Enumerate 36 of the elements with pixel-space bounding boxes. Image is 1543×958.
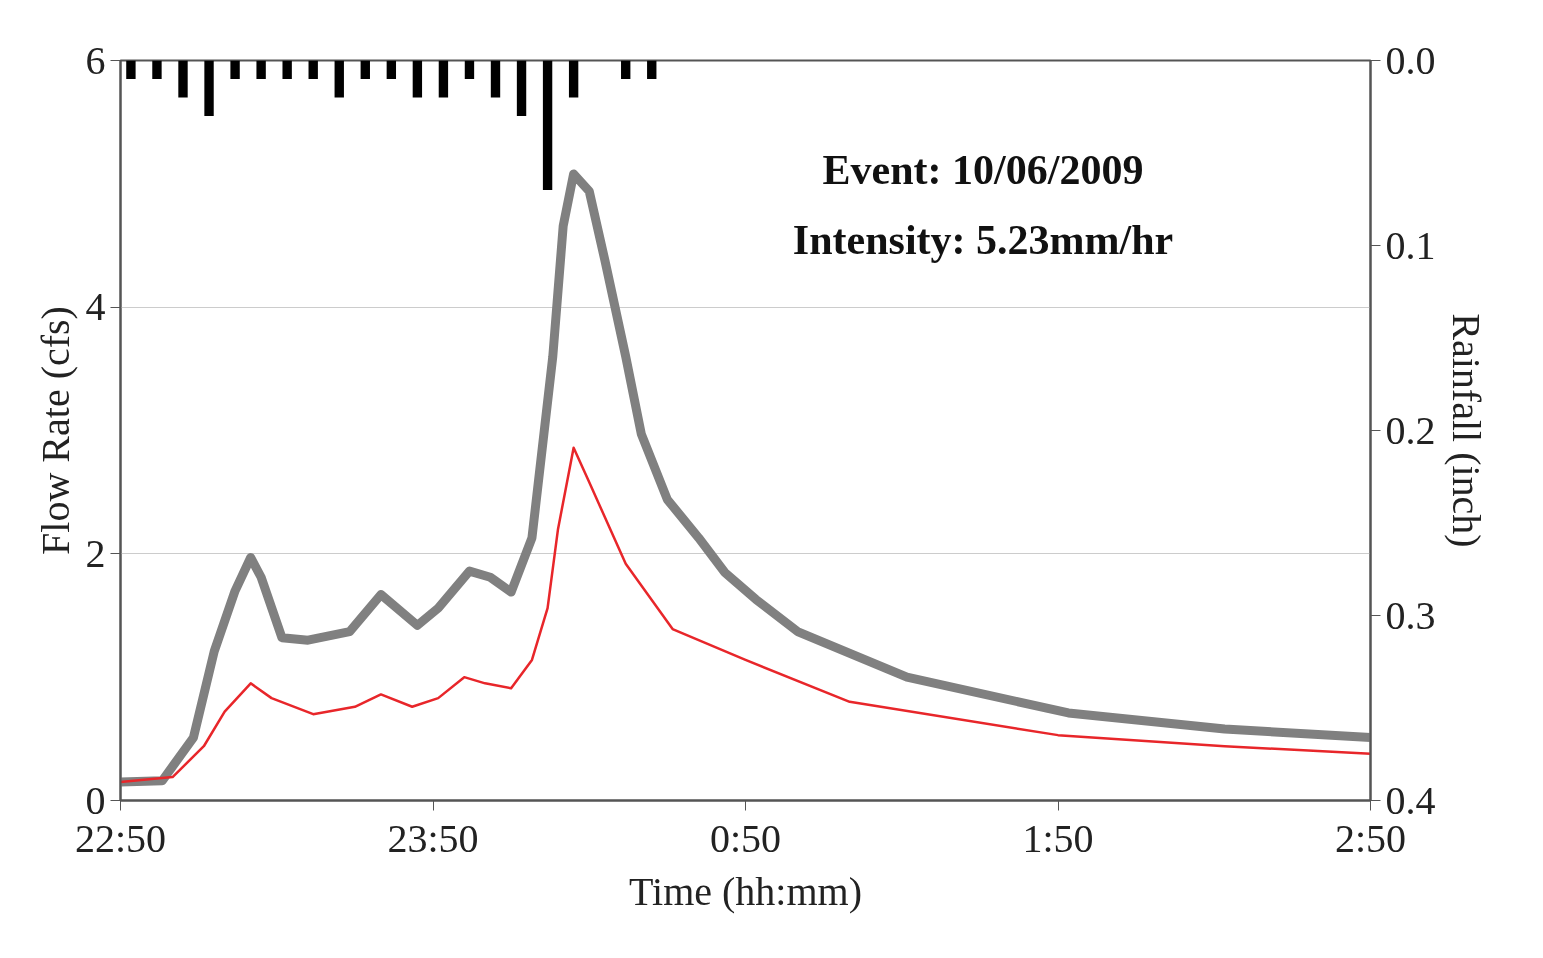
bar bbox=[621, 60, 631, 79]
bar bbox=[152, 60, 162, 79]
bar bbox=[568, 60, 579, 98]
bar bbox=[542, 60, 553, 190]
bar bbox=[308, 60, 318, 79]
y-tick-label: 6 bbox=[85, 37, 106, 83]
y2-tick-label: 0.1 bbox=[1385, 222, 1436, 268]
bar bbox=[516, 60, 527, 116]
y2-tick-label: 0.3 bbox=[1385, 592, 1436, 638]
bar bbox=[178, 60, 188, 98]
x-tick-label: 1:50 bbox=[1022, 815, 1094, 861]
annotation: Event: 10/06/2009 bbox=[822, 147, 1144, 194]
x-tick-label: 23:50 bbox=[387, 815, 479, 861]
x-tick-label: 0:50 bbox=[709, 815, 782, 861]
x-axis-title: Time (hh:mm) bbox=[629, 868, 863, 914]
bar bbox=[647, 60, 657, 79]
y2-tick-label: 0.2 bbox=[1385, 407, 1436, 453]
bar bbox=[126, 60, 136, 79]
bar bbox=[256, 60, 266, 79]
bar bbox=[334, 60, 344, 98]
y2-tick-label: 0.0 bbox=[1385, 37, 1436, 83]
line-series bbox=[120, 446, 1371, 784]
y2-axis-title: Rainfall (inch) bbox=[1443, 313, 1489, 548]
bar bbox=[360, 60, 370, 79]
bar bbox=[230, 60, 240, 79]
bar bbox=[464, 60, 475, 79]
bar bbox=[204, 60, 214, 116]
bar bbox=[412, 60, 423, 98]
y-axis-title: Flow Rate (cfs) bbox=[32, 306, 78, 555]
annotation: Intensity: 5.23mm/hr bbox=[792, 217, 1174, 264]
y-tick-label: 2 bbox=[85, 530, 106, 576]
bar bbox=[438, 60, 449, 98]
bar bbox=[490, 60, 501, 98]
y-tick-label: 4 bbox=[85, 284, 106, 330]
bar bbox=[386, 60, 397, 79]
bar bbox=[282, 60, 292, 79]
